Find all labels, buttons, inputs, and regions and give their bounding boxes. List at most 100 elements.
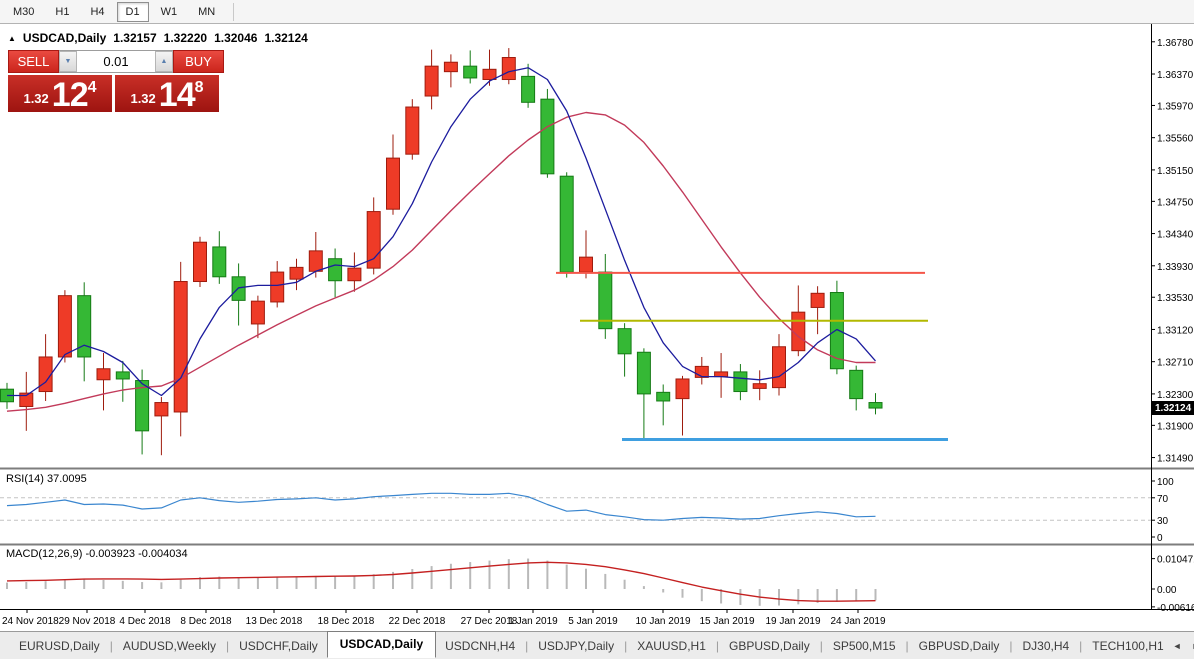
chart-tab[interactable]: USDJPY,Daily: [538, 638, 615, 653]
chart-tab[interactable]: USDCNH,H4: [445, 638, 516, 653]
price-axis-label: 1.33530: [1157, 293, 1194, 304]
timeframe-button-h1[interactable]: H1: [55, 5, 70, 18]
price-axis-label: 1.34340: [1157, 230, 1194, 241]
fast-ma-line: [7, 67, 876, 397]
sell-big-figure: 1.32: [23, 91, 49, 106]
bullish-candle: [38, 356, 53, 393]
last-price-tag: 1.32124: [1152, 401, 1194, 415]
price-axis-label: 1.35560: [1157, 134, 1194, 145]
bullish-candle: [714, 371, 729, 378]
time-axis-label: 15 Jan 2019: [699, 616, 754, 627]
chart-header: ▲ USDCAD,Daily 1.32157 1.32220 1.32046 1…: [8, 31, 308, 45]
buy-big-figure: 1.32: [130, 91, 156, 106]
bearish-candle: [656, 391, 671, 402]
chart-tab[interactable]: AUDUSD,Weekly: [122, 638, 216, 653]
price-axis-label: 1.32710: [1157, 358, 1194, 369]
chart-tab[interactable]: XAUUSD,H1: [637, 638, 706, 653]
time-axis-label: 5 Jan 2019: [568, 616, 618, 627]
price-axis-label: 1.31490: [1157, 454, 1194, 465]
bearish-candle: [617, 328, 632, 355]
price-axis-label: 1.34750: [1157, 197, 1194, 208]
chart-tab[interactable]: USDCHF,Daily: [239, 638, 318, 653]
ohlc-low: 1.32046: [214, 31, 258, 45]
bearish-candle: [868, 402, 883, 409]
sell-pipette: 4: [87, 79, 97, 96]
bearish-candle: [135, 380, 150, 432]
ohlc-open: 1.32157: [113, 31, 157, 45]
macd-axis-label: -0.006164: [1157, 603, 1194, 614]
buy-price-display[interactable]: 1.32 14 8: [115, 75, 219, 112]
bullish-candle: [443, 61, 458, 73]
timeframe-button-w1[interactable]: W1: [160, 5, 178, 18]
chart-symbol-title: USDCAD,Daily: [22, 31, 107, 45]
buy-pips: 14: [158, 75, 196, 114]
time-axis-label: 24 Jan 2019: [830, 616, 885, 627]
volume-input[interactable]: 0.01: [103, 54, 129, 69]
tab-separator: |: [1079, 638, 1083, 653]
bullish-candle: [250, 300, 265, 325]
chart-tab-bar: EURUSD,Daily | AUDUSD,Weekly | USDCHF,Dail…: [0, 630, 1194, 659]
bullish-candle: [270, 271, 285, 303]
bearish-candle: [463, 65, 478, 79]
time-axis-label: 8 Dec 2018: [180, 616, 232, 627]
time-axis-label: 27 Dec 2018: [461, 616, 518, 627]
macd-axis-label: 0.00: [1157, 585, 1177, 596]
volume-decrease-icon[interactable]: ▼: [59, 51, 77, 72]
timeframe-button-m30[interactable]: M30: [13, 5, 35, 18]
bullish-candle: [482, 68, 497, 81]
price-axis-label: 1.35970: [1157, 101, 1194, 112]
bearish-candle: [829, 292, 844, 370]
bearish-candle: [212, 246, 227, 278]
bearish-candle: [733, 371, 748, 393]
timeframe-toolbar: M30 H1 H4 D1 W1 MN: [0, 0, 1194, 24]
tab-scroll-right-icon[interactable]: ►: [1192, 641, 1194, 651]
price-axis-label: 1.33930: [1157, 262, 1194, 273]
chart-tab[interactable]: GBPUSD,Daily: [918, 638, 1000, 653]
sell-button[interactable]: SELL: [8, 50, 59, 73]
rsi-axis-label: 30: [1157, 516, 1169, 527]
tab-separator: |: [624, 638, 628, 653]
chart-tab[interactable]: GBPUSD,Daily: [729, 638, 810, 653]
bullish-candle: [57, 295, 72, 358]
tab-separator: |: [905, 638, 909, 653]
timeframe-button-mn[interactable]: MN: [198, 5, 216, 18]
chart-tab[interactable]: DJ30,H4: [1022, 638, 1070, 653]
timeframe-button-d1[interactable]: D1: [116, 1, 149, 22]
bullish-candle: [579, 256, 593, 273]
volume-stepper: ▼ 0.01 ▲: [59, 50, 173, 73]
timeframe-button-h4[interactable]: H4: [90, 5, 105, 18]
macd-signal-line: [6, 561, 876, 602]
bearish-candle: [328, 258, 343, 282]
bearish-candle: [849, 369, 864, 400]
bearish-candle: [521, 75, 536, 103]
chart-tab[interactable]: SP500,M15: [832, 638, 896, 653]
time-axis-label: 4 Dec 2018: [119, 616, 171, 627]
ohlc-high: 1.32220: [163, 31, 208, 45]
toolbar-separator: [233, 2, 235, 21]
collapse-triangle-icon[interactable]: ▲: [8, 34, 16, 43]
bullish-candle: [289, 266, 304, 280]
sell-pips: 12: [51, 75, 89, 114]
time-axis-label: 13 Dec 2018: [246, 616, 303, 627]
tab-separator: |: [525, 638, 529, 653]
chart-tab-active[interactable]: USDCAD,Daily: [326, 630, 437, 658]
bullish-candle: [501, 57, 516, 81]
rsi-axis-label: 70: [1157, 494, 1169, 505]
buy-button[interactable]: BUY: [173, 50, 224, 73]
bullish-candle: [424, 65, 439, 97]
chart-tab[interactable]: EURUSD,Daily: [19, 638, 100, 653]
price-axis-label: 1.35150: [1157, 166, 1194, 177]
bullish-candle: [772, 346, 786, 389]
volume-increase-icon[interactable]: ▲: [155, 51, 173, 72]
time-axis-label: 10 Jan 2019: [635, 616, 690, 627]
tab-scroll-left-icon[interactable]: ◄: [1172, 640, 1182, 651]
bullish-candle: [386, 157, 400, 210]
chart-tab[interactable]: TECH100,H1: [1092, 638, 1164, 653]
tab-separator: |: [109, 638, 113, 653]
bullish-candle: [405, 106, 420, 155]
bearish-candle: [115, 371, 130, 380]
sell-price-display[interactable]: 1.32 12 4: [8, 75, 112, 112]
tab-separator: |: [225, 638, 230, 653]
